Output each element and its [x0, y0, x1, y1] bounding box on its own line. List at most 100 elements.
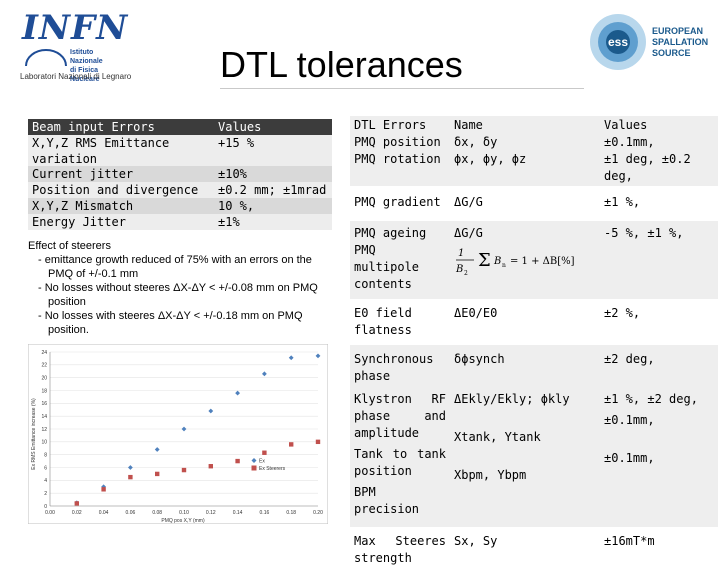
row-value: ±2 deg,: [604, 352, 655, 366]
row-name: ΔE0/E0: [454, 306, 498, 320]
data-point-ex: [262, 371, 267, 377]
row-label: X,Y,Z Mismatch: [28, 198, 214, 214]
data-point-ex: [154, 447, 160, 452]
row-value: ±0.2 mm; ±1mrad: [214, 182, 332, 198]
svg-text:= 1 + ΔB[%]: = 1 + ΔB[%]: [510, 256, 575, 267]
column-header: DTL Errors: [354, 118, 427, 132]
list-item: - No losses with steeres ΔX-ΔY < +/-0.18…: [38, 310, 303, 336]
row-value: ±10%: [214, 166, 332, 182]
row-label: E0 field flatness: [354, 306, 412, 337]
table-row: E0 field flatness ΔE0/E0 ±2 %,: [350, 299, 718, 345]
row-label: PMQ rotation: [354, 152, 441, 166]
legend-label: Ex Steerers: [259, 466, 286, 472]
data-point-ex: [101, 484, 106, 490]
list-item: - emittance growth reduced of 75% with a…: [38, 254, 312, 280]
row-value: ±16mT*m: [604, 534, 655, 548]
x-tick-label: 0.16: [260, 510, 270, 516]
row-name: δϕsynch: [454, 352, 505, 366]
y-tick-label: 24: [41, 350, 47, 356]
chart-frame: [28, 344, 328, 524]
infn-logo-word: INFN: [22, 8, 129, 48]
row-value: ±1 deg, ±0.2 deg,: [604, 152, 691, 183]
ess-globe-icon: ess: [590, 14, 646, 70]
title-divider: [220, 88, 584, 89]
row-value: ±1%: [214, 214, 332, 230]
data-point-ex: [288, 355, 294, 361]
header-cell: Beam input Errors: [28, 119, 214, 135]
infn-logo-subtitle: Istituto Nazionale di Fisica Nucleare: [70, 49, 103, 83]
row-label: Tank to tank position: [354, 447, 446, 478]
header-cell: Values: [214, 119, 332, 135]
row-name: ϕx, ϕy, ϕz: [454, 152, 527, 166]
y-tick-label: 16: [41, 401, 47, 407]
data-point-ex: [208, 408, 214, 414]
steerers-heading: Effect of steerers: [28, 240, 111, 252]
ess-logo-text: EUROPEAN SPALLATION SOURCE: [652, 26, 709, 58]
data-point-ex: [315, 353, 321, 359]
infn-arc-icon: [25, 49, 67, 67]
row-value: ±0.1mm,: [604, 451, 655, 465]
data-point-ex: [235, 390, 240, 396]
y-tick-label: 22: [41, 363, 47, 369]
row-name: ΔG/G: [454, 226, 483, 240]
row-value: +15 %: [214, 135, 332, 167]
y-tick-label: 0: [44, 504, 47, 510]
infn-lab-name: Laboratori Nazionali di Legnaro: [20, 72, 132, 81]
row-value: ±0.1mm,: [604, 413, 655, 427]
row-name: Xbpm, Ybpm: [454, 468, 527, 482]
data-point-ex-steerers: [181, 467, 187, 473]
row-value: 10 %,: [214, 198, 332, 214]
jitter-table: Current jitter ±10% Position and diverge…: [28, 166, 332, 230]
svg-text:n: n: [502, 262, 506, 269]
row-value: ±0.1mm,: [604, 135, 655, 149]
page-title: DTL tolerances: [220, 44, 463, 85]
row-name: ΔEkly/Ekly; ϕkly: [454, 392, 570, 406]
y-tick-label: 10: [41, 440, 47, 446]
y-tick-label: 14: [41, 414, 47, 420]
row-label: Energy Jitter: [28, 214, 214, 230]
column-header: Name: [454, 118, 483, 132]
table-row: Synchronous phase Klystron RF phase and …: [350, 345, 718, 527]
list-item: - No losses without steeres ΔX-ΔY < +/-0…: [38, 282, 318, 308]
data-point-ex-steerers: [235, 458, 240, 464]
table-row: DTL Errors PMQ position PMQ rotation Nam…: [350, 116, 718, 186]
svg-text:B: B: [493, 256, 501, 267]
chart-legend: Ex Ex Steerers: [251, 458, 286, 472]
x-tick-label: 0.06: [126, 510, 136, 516]
row-name: Sx, Sy: [454, 534, 498, 548]
y-tick-label: 20: [41, 375, 47, 381]
y-tick-label: 6: [44, 465, 47, 471]
row-label: PMQ gradient: [354, 195, 441, 209]
table-row: Position and divergence ±0.2 mm; ±1mrad: [28, 182, 332, 198]
row-name: Xtank, Ytank: [454, 430, 541, 444]
table-row: Energy Jitter ±1%: [28, 214, 332, 230]
y-tick-label: 2: [44, 491, 47, 497]
svg-text:B: B: [455, 264, 463, 275]
multipole-formula: 1 B 2 Σ B n = 1 + ΔB[%]: [455, 248, 575, 277]
infn-logo: INFN Istituto Nazionale di Fisica Nuclea…: [14, 6, 131, 83]
row-label: PMQ ageing PMQ multipole contents: [350, 221, 450, 299]
y-tick-label: 4: [44, 478, 47, 484]
row-label: Max Steeres strength: [354, 534, 446, 565]
y-tick-label: 8: [44, 452, 47, 458]
y-tick-label: 12: [41, 427, 47, 433]
steerers-notes: Effect of steerers - emittance growth re…: [28, 239, 328, 337]
table-row: Max Steeres strength Sx, Sy ±16mT*m: [350, 527, 718, 568]
x-tick-label: 0.08: [152, 510, 162, 516]
x-tick-label: 0.02: [72, 510, 82, 516]
row-label: BPM precision: [354, 485, 420, 516]
row-value: ±1 %, ±2 deg,: [604, 392, 698, 406]
row-value: ±2 %,: [604, 306, 641, 320]
x-tick-label: 0.20: [313, 510, 323, 516]
data-point-ex-steerers: [128, 474, 133, 480]
row-name: δx, δy: [454, 135, 498, 149]
x-tick-label: 0.04: [99, 510, 109, 516]
row-label: Synchronous phase: [354, 352, 434, 383]
row-name: ΔG/G: [454, 195, 483, 209]
ess-logo: ess EUROPEAN SPALLATION SOURCE: [588, 10, 716, 80]
svg-text:ess: ess: [608, 35, 628, 49]
table-header-row: Beam input Errors Values: [28, 119, 332, 135]
data-point-ex-steerers: [155, 471, 160, 477]
y-tick-label: 18: [41, 388, 47, 394]
